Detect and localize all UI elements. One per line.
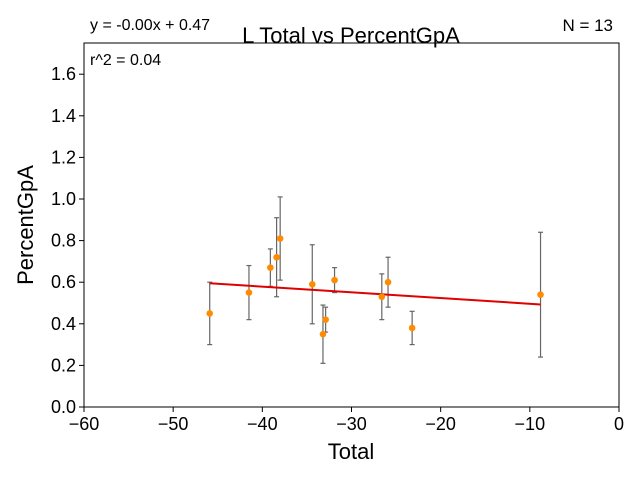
data-point: [206, 310, 214, 317]
x-tick-label: −10: [515, 414, 546, 434]
x-tick-label: 0: [614, 414, 624, 434]
data-point: [537, 291, 544, 298]
y-tick-label: 1.4: [51, 106, 76, 126]
x-tick-label: −20: [425, 414, 456, 434]
fit-line-group: [209, 282, 541, 306]
r-squared-label: r^2 = 0.04: [90, 52, 161, 69]
x-tick-label: −60: [69, 414, 100, 434]
y-tick-label: 0.8: [51, 231, 76, 251]
y-tick-label: 1.0: [51, 189, 76, 209]
data-point: [245, 289, 253, 296]
data-point: [276, 235, 284, 242]
data-point: [319, 330, 327, 338]
y-tick-label: 0.6: [51, 272, 76, 292]
data-point: [331, 276, 338, 284]
x-axis-ticks: −60 −50 −40 −30 −20 −10 0: [69, 407, 624, 434]
y-tick-label: 0.4: [51, 314, 76, 334]
x-tick-label: −50: [158, 414, 189, 434]
data-point: [378, 293, 386, 301]
y-tick-label: 1.2: [51, 147, 76, 167]
data-point: [308, 280, 316, 288]
data-point: [273, 253, 280, 261]
data-point: [322, 316, 329, 323]
y-tick-label: 1.6: [51, 64, 76, 84]
errorbars-group: [207, 196, 544, 364]
y-axis-ticks: 0.0 0.2 0.4 0.6 0.8 1.0 1.2 1.4 1.6: [51, 64, 84, 417]
chart-title: L Total vs PercentGpA: [242, 23, 460, 48]
y-tick-label: 0.0: [51, 397, 76, 417]
plot-frame: [83, 42, 620, 408]
points-group: [206, 235, 544, 338]
data-point: [408, 324, 416, 332]
x-tick-label: −30: [336, 414, 367, 434]
fit-equation: y = -0.00x + 0.47: [90, 17, 210, 34]
data-point: [384, 278, 392, 286]
regression-line: [209, 282, 541, 306]
data-point: [267, 264, 274, 271]
y-tick-label: 0.2: [51, 355, 76, 375]
y-axis-label: PercentGpA: [13, 165, 38, 285]
x-tick-label: −40: [247, 414, 278, 434]
sample-count-label: N = 13: [562, 16, 613, 35]
x-axis-label: Total: [328, 439, 374, 464]
